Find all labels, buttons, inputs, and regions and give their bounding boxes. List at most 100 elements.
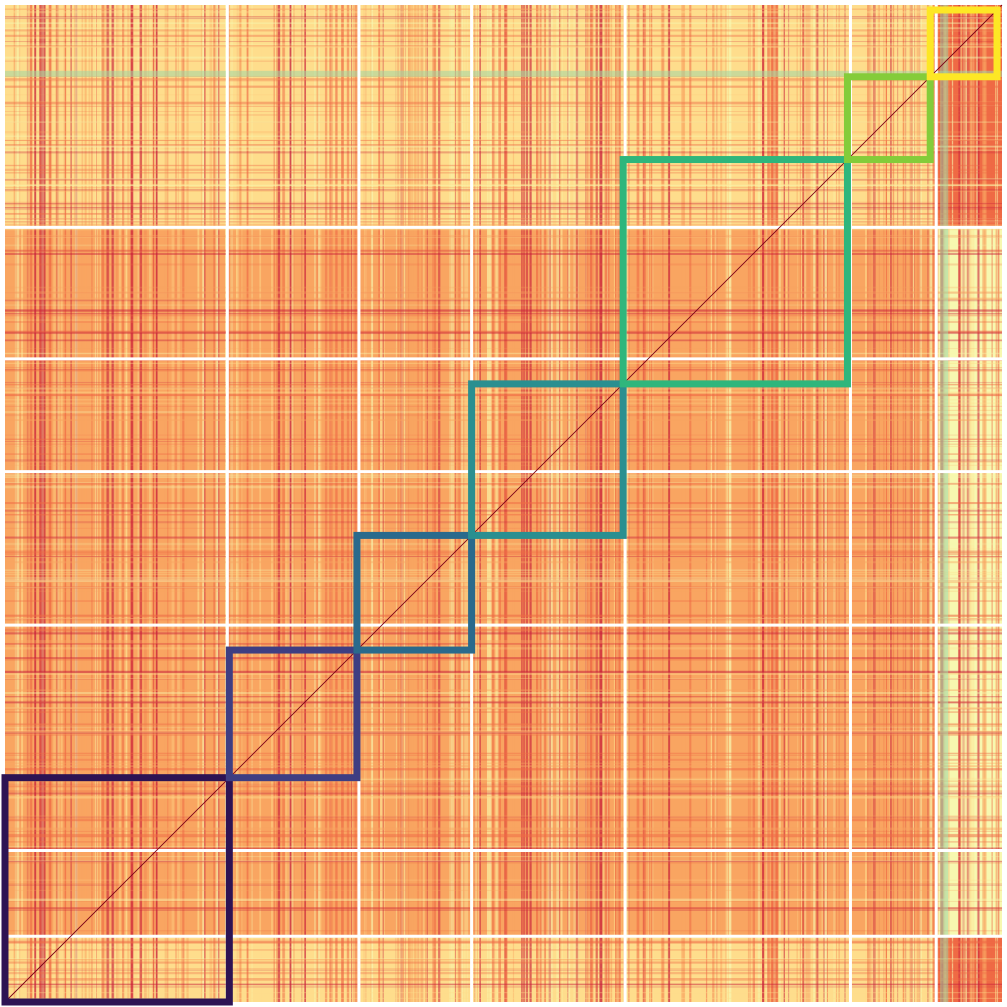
horizontal-stripe xyxy=(5,997,1002,999)
horizontal-stripe xyxy=(5,725,1002,727)
horizontal-stripe xyxy=(5,330,1002,334)
horizontal-stripe xyxy=(5,22,1002,25)
horizontal-stripe xyxy=(5,309,1002,312)
horizontal-stripe xyxy=(5,722,1002,726)
horizontal-stripe xyxy=(5,314,1002,317)
horizontal-stripe xyxy=(5,579,1002,582)
horizontal-stripe xyxy=(5,958,1002,959)
horizontal-stripe xyxy=(5,188,1002,191)
horizontal-stripe xyxy=(5,405,1002,407)
horizontal-stripe xyxy=(5,319,1002,321)
horizontal-stripe xyxy=(5,369,1002,371)
horizontal-stripe xyxy=(5,321,1002,323)
horizontal-stripe xyxy=(5,45,1002,48)
horizontal-stripe xyxy=(5,43,1002,45)
horizontal-stripe xyxy=(5,78,1002,80)
cluster-blocks xyxy=(1,6,1001,1006)
horizontal-stripe xyxy=(5,187,1002,188)
horizontal-stripe xyxy=(5,657,1002,659)
horizontal-stripe xyxy=(5,941,1002,944)
horizontal-stripe xyxy=(5,727,1002,729)
teal-band xyxy=(940,5,949,1002)
horizontal-stripe xyxy=(5,366,1002,369)
horizontal-stripe xyxy=(5,105,1002,107)
horizontal-stripe xyxy=(5,369,1002,372)
horizontal-stripe xyxy=(5,845,1002,848)
heatmap-cell xyxy=(850,471,937,626)
horizontal-stripe xyxy=(5,521,1002,524)
horizontal-stripe xyxy=(5,542,1002,546)
horizontal-stripe xyxy=(5,391,1002,394)
horizontal-stripe xyxy=(5,972,1002,975)
horizontal-stripe xyxy=(5,723,1002,725)
horizontal-stripe xyxy=(5,561,1002,564)
horizontal-stripe xyxy=(5,978,1002,981)
horizontal-stripe xyxy=(5,398,1002,401)
horizontal-stripe xyxy=(5,909,1002,911)
cluster-block-4 xyxy=(468,380,627,539)
horizontal-stripe xyxy=(5,443,1002,446)
horizontal-stripe xyxy=(5,946,1002,948)
horizontal-stripe xyxy=(5,692,1002,694)
horizontal-stripe xyxy=(5,509,1002,512)
horizontal-stripe xyxy=(5,642,1002,645)
horizontal-stripe xyxy=(5,731,1002,733)
horizontal-stripe xyxy=(5,348,1002,350)
horizontal-stripe xyxy=(5,643,1002,645)
horizontal-stripe xyxy=(5,961,1002,963)
cluster-block-5 xyxy=(619,156,851,388)
horizontal-stripe xyxy=(5,792,1002,794)
horizontal-stripe xyxy=(5,884,1002,886)
horizontal-stripe xyxy=(5,860,1002,863)
horizontal-stripe xyxy=(5,548,1002,550)
horizontal-stripe xyxy=(5,263,1002,266)
horizontal-stripe xyxy=(5,930,1002,932)
horizontal-stripe xyxy=(5,331,1002,335)
heatmap-cell xyxy=(850,358,937,472)
cluster-block-1 xyxy=(1,774,233,1006)
horizontal-stripe xyxy=(5,883,1002,885)
horizontal-stripe xyxy=(5,618,1002,621)
horizontal-stripe xyxy=(5,587,1002,589)
horizontal-stripe xyxy=(5,701,1002,704)
horizontal-stripe xyxy=(5,171,1002,174)
horizontal-stripe xyxy=(5,144,1002,147)
horizontal-stripe xyxy=(5,292,1002,294)
horizontal-stripe xyxy=(5,250,1002,252)
horizontal-stripe xyxy=(5,783,1002,785)
horizontal-stripe xyxy=(5,121,1002,123)
horizontal-stripe xyxy=(5,139,1002,142)
horizontal-stripe xyxy=(5,221,1002,223)
horizontal-stripe xyxy=(5,387,1002,390)
horizontal-stripe xyxy=(5,901,1002,903)
horizontal-stripe xyxy=(5,438,1002,440)
horizontal-stripe xyxy=(5,236,1002,238)
horizontal-stripe xyxy=(5,149,1002,151)
horizontal-stripe xyxy=(5,758,1002,761)
heatmap-cell xyxy=(850,936,937,1002)
horizontal-stripe xyxy=(5,949,1002,951)
horizontal-stripe xyxy=(5,723,1002,726)
horizontal-stripe xyxy=(5,614,1002,617)
horizontal-stripe xyxy=(5,393,1002,396)
cluster-block-3 xyxy=(353,531,476,654)
horizontal-stripe xyxy=(5,105,1002,107)
horizontal-stripe xyxy=(5,27,1002,30)
horizontal-stripe xyxy=(5,34,1002,37)
horizontal-stripe xyxy=(5,707,1002,709)
horizontal-stripe xyxy=(5,697,1002,701)
horizontal-stripe xyxy=(5,907,1002,909)
horizontal-stripe xyxy=(5,586,1002,589)
horizontal-stripe xyxy=(5,847,1002,850)
horizontal-stripe xyxy=(5,201,1002,204)
horizontal-stripe xyxy=(5,178,1002,181)
horizontal-stripe xyxy=(5,762,1002,764)
horizontal-stripe xyxy=(5,291,1002,294)
horizontal-stripe xyxy=(5,252,1002,255)
horizontal-stripe xyxy=(5,244,1002,247)
horizontal-stripe xyxy=(5,678,1002,680)
horizontal-stripe xyxy=(5,453,1002,455)
horizontal-stripe xyxy=(5,114,1002,116)
horizontal-stripe xyxy=(5,552,1002,556)
horizontal-stripe xyxy=(5,733,1002,735)
